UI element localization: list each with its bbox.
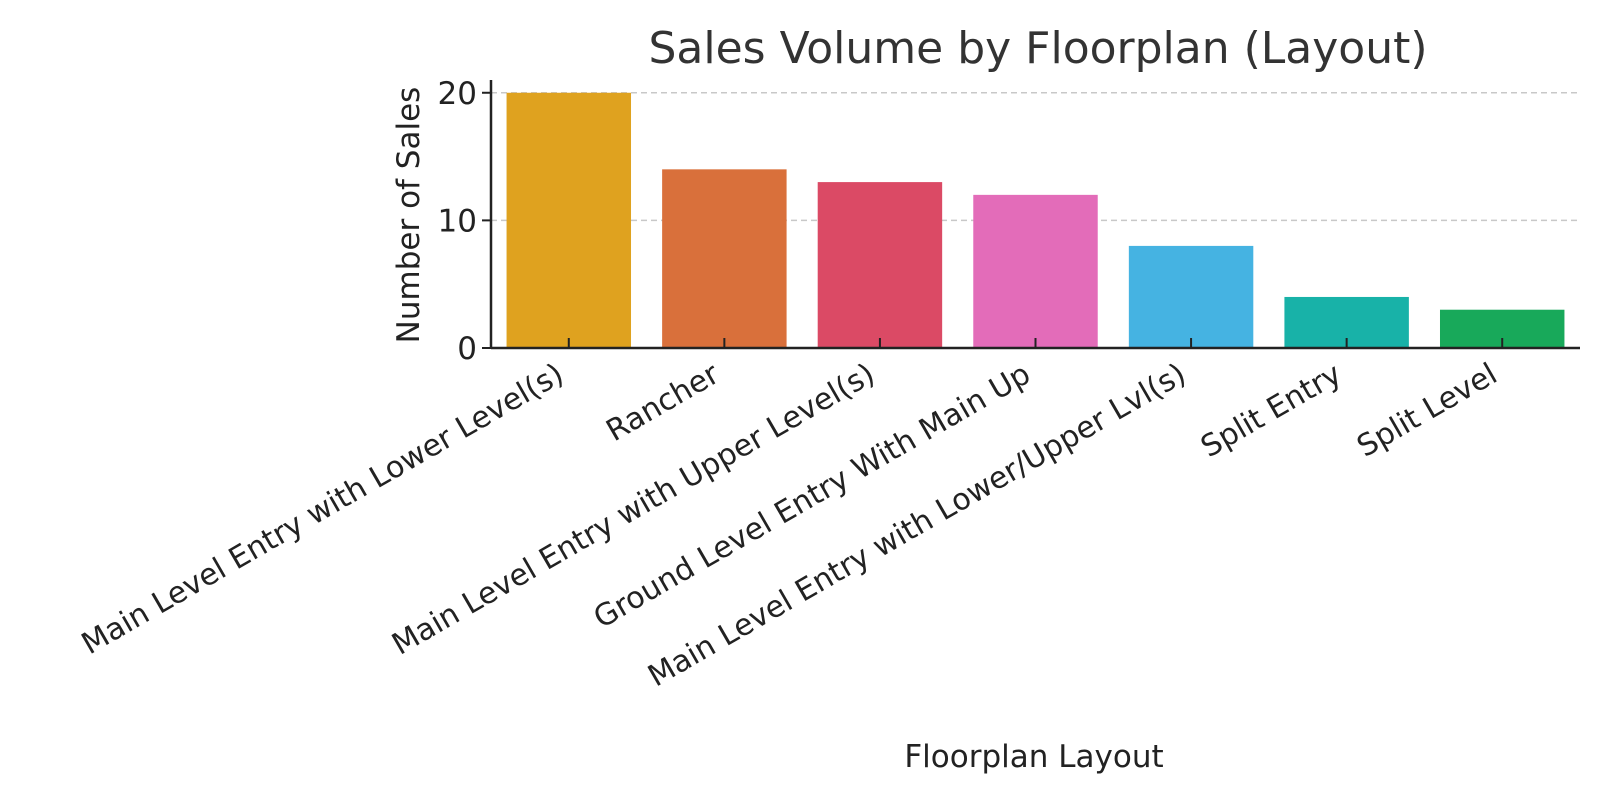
y-tick-label-0: 0 — [457, 331, 477, 367]
x-tick-label-2: Rancher — [601, 356, 726, 449]
bars — [506, 92, 1565, 348]
chart-title: Sales Volume by Floorplan (Layout) — [648, 23, 1427, 74]
y-axis-title: Number of Sales — [391, 87, 427, 344]
bar-2 — [662, 169, 787, 348]
bar-5 — [1128, 245, 1254, 348]
x-axis-title: Floorplan Layout — [904, 739, 1163, 775]
x-ticks: Main Level Entry with Lower Level(s) Ranc… — [76, 338, 1504, 694]
bar-3 — [817, 182, 943, 348]
y-ticks: 0 10 20 — [438, 76, 491, 367]
x-tick-label-1: Main Level Entry with Lower Level(s) — [76, 357, 570, 662]
bar-1 — [506, 92, 632, 348]
y-tick-label-20: 20 — [438, 76, 477, 112]
y-tick-label-10: 10 — [438, 203, 477, 239]
x-tick-label-7: Split Level — [1351, 357, 1503, 465]
bar-4 — [973, 194, 1098, 348]
x-tick-label-6: Split Entry — [1195, 357, 1347, 465]
